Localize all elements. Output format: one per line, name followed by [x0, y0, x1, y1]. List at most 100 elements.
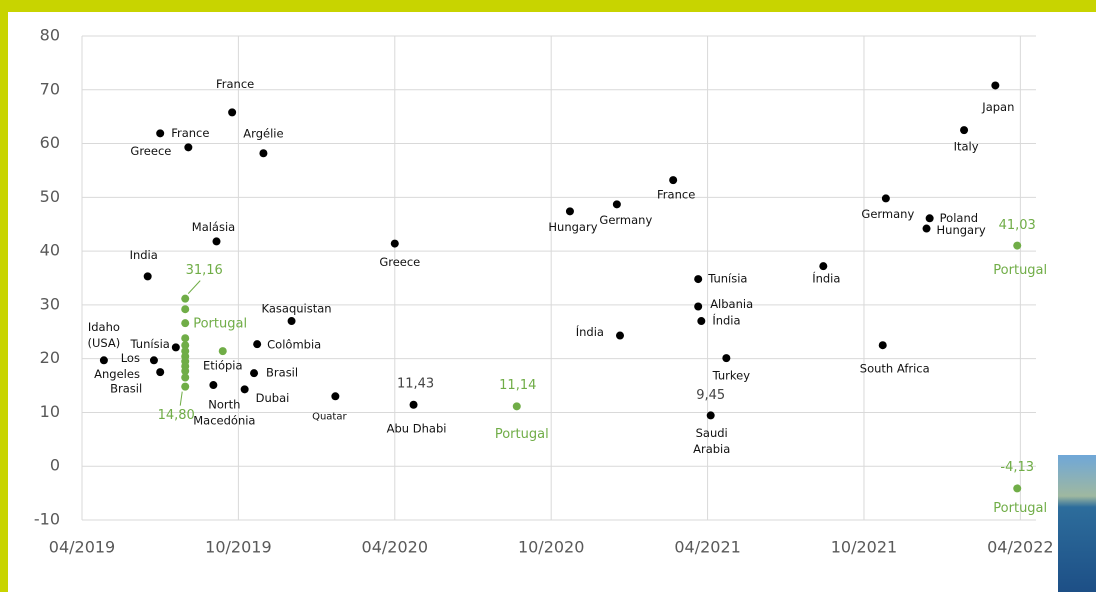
- value-label: 9,45: [696, 388, 725, 403]
- x-tick-label: 04/2020: [362, 538, 428, 557]
- point-label: Germany: [599, 213, 652, 227]
- point-label: Portugal: [193, 317, 247, 332]
- value-label: 14,80: [158, 408, 195, 423]
- point-label: Kasaquistan: [262, 302, 332, 316]
- data-point: [171, 343, 180, 352]
- data-point: [878, 341, 887, 350]
- data-point: [697, 317, 706, 326]
- value-label: 11,43: [397, 376, 434, 391]
- data-point: [156, 129, 165, 138]
- point-label: Índia: [712, 313, 740, 328]
- point-label: Greece: [130, 144, 171, 158]
- data-point: [925, 214, 934, 223]
- data-point: [181, 334, 190, 343]
- value-label: 31,16: [186, 263, 223, 278]
- y-tick-label: 40: [40, 241, 60, 260]
- point-label: (USA): [88, 336, 121, 350]
- point-label: Portugal: [495, 427, 549, 442]
- x-tick-label: 04/2021: [674, 538, 740, 557]
- point-label: Idaho: [88, 320, 120, 334]
- x-tick-label: 10/2020: [518, 538, 584, 557]
- x-tick-label: 10/2019: [205, 538, 271, 557]
- data-point: [156, 368, 165, 377]
- point-label: Hungary: [548, 220, 597, 234]
- point-label: Tunísia: [130, 337, 170, 351]
- point-label: Poland: [940, 211, 978, 225]
- y-tick-label: 50: [40, 187, 60, 206]
- data-point: [819, 262, 828, 271]
- point-label: Brasil: [266, 366, 298, 380]
- point-label: Macedónia: [193, 414, 255, 428]
- data-point: [181, 341, 190, 350]
- frame-left: [0, 0, 8, 592]
- x-tick-label: 10/2021: [831, 538, 897, 557]
- y-tick-label: 60: [40, 133, 60, 152]
- y-tick-label: 30: [40, 294, 60, 313]
- data-point: [181, 373, 190, 382]
- data-point: [143, 272, 152, 281]
- data-point: [250, 369, 259, 378]
- point-label: Arabia: [693, 442, 730, 456]
- point-label: Italy: [954, 140, 979, 154]
- data-point: [181, 319, 190, 328]
- point-label: Argélie: [243, 127, 283, 141]
- value-label: 41,03: [999, 218, 1036, 233]
- data-point: [960, 126, 969, 135]
- data-point: [706, 411, 715, 420]
- point-label: Etiópia: [203, 359, 243, 373]
- data-point: [991, 81, 1000, 90]
- data-point: [184, 143, 193, 152]
- data-point: [881, 194, 890, 203]
- point-label: Dubai: [256, 391, 290, 405]
- point-label: Portugal: [993, 501, 1047, 516]
- point-label: Angeles: [94, 367, 140, 381]
- data-point: [694, 302, 703, 311]
- data-point: [694, 275, 703, 284]
- data-point: [922, 224, 931, 233]
- point-label: North: [208, 398, 240, 412]
- data-point: [615, 331, 624, 340]
- data-point: [287, 317, 296, 326]
- data-point: [99, 356, 108, 365]
- data-point: [181, 294, 190, 303]
- value-label: -4,13: [1000, 460, 1034, 475]
- data-point: [512, 402, 521, 411]
- x-tick-label: 04/2019: [49, 538, 115, 557]
- data-point: [1013, 241, 1022, 250]
- point-label: Los: [121, 351, 140, 365]
- data-point: [253, 340, 262, 349]
- point-label: Saudi: [696, 426, 728, 440]
- value-label: 11,14: [499, 378, 536, 393]
- data-point: [409, 400, 418, 409]
- y-tick-label: 10: [40, 402, 60, 421]
- point-label: Japan: [981, 100, 1014, 114]
- y-tick-label: 20: [40, 348, 60, 367]
- data-point: [212, 237, 221, 246]
- data-point: [1013, 484, 1022, 493]
- point-label: Greece: [379, 255, 420, 269]
- point-label: France: [216, 77, 254, 91]
- x-tick-label: 04/2022: [987, 538, 1053, 557]
- point-label: Hungary: [937, 223, 986, 237]
- point-label: Abu Dhabi: [387, 421, 447, 435]
- point-label: Germany: [861, 207, 914, 221]
- data-point: [181, 367, 190, 376]
- y-tick-label: -10: [34, 510, 60, 529]
- data-point: [390, 239, 399, 248]
- point-label: South Africa: [860, 362, 930, 376]
- point-label: Portugal: [993, 263, 1047, 278]
- data-point: [612, 200, 621, 209]
- photo: [1058, 455, 1096, 592]
- point-label: Índia: [576, 324, 604, 339]
- y-tick-label: 0: [50, 456, 60, 475]
- leader-line: [179, 391, 183, 406]
- data-point: [565, 207, 574, 216]
- y-tick-label: 80: [40, 26, 60, 45]
- point-label: France: [171, 126, 209, 140]
- point-label: India: [130, 248, 158, 262]
- point-label: Turkey: [712, 369, 751, 383]
- point-label: Quatar: [312, 411, 347, 422]
- data-point: [669, 176, 678, 185]
- data-point: [228, 108, 237, 117]
